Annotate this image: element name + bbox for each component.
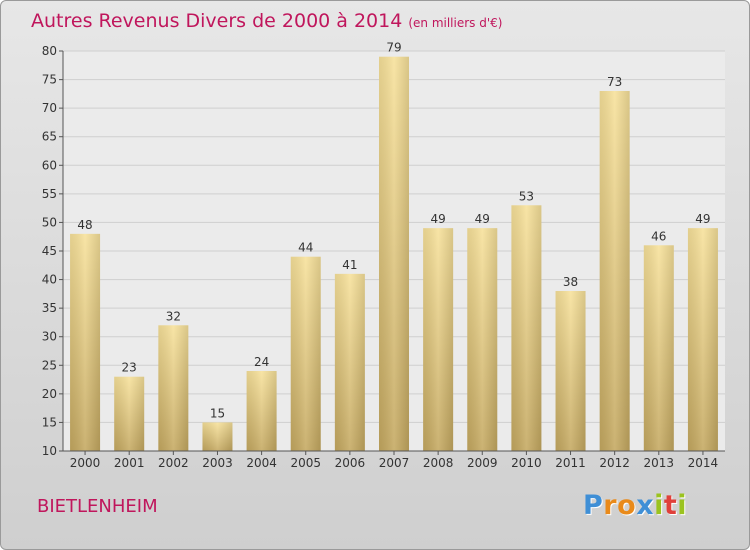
x-tick-label: 2012 — [599, 456, 630, 470]
data-label: 24 — [254, 355, 269, 369]
bar-shade — [423, 228, 454, 451]
data-label: 49 — [430, 212, 445, 226]
y-tick-label: 70 — [42, 101, 57, 115]
x-tick-label: 2002 — [158, 456, 189, 470]
chart-title-unit: (en milliers d'€) — [408, 16, 503, 30]
bar-shade — [467, 228, 498, 451]
bar-shade — [643, 245, 674, 451]
bar-shade — [379, 56, 409, 451]
proxiti-logo: Proxiti — [583, 490, 687, 521]
x-tick-label: 2009 — [467, 456, 498, 470]
y-tick-label: 80 — [42, 44, 57, 58]
y-tick-label: 50 — [42, 215, 57, 229]
data-label: 73 — [607, 75, 622, 89]
data-label: 15 — [210, 406, 225, 420]
logo-letter: P — [583, 490, 604, 521]
data-label: 38 — [563, 275, 578, 289]
bar-shade — [114, 376, 145, 451]
bar-shade — [511, 205, 542, 451]
bar-shade — [599, 91, 630, 451]
x-tick-label: 2000 — [70, 456, 101, 470]
x-tick-label: 2003 — [202, 456, 233, 470]
data-label: 41 — [342, 258, 357, 272]
x-tick-label: 2011 — [555, 456, 586, 470]
bar-shade — [687, 228, 718, 451]
logo-letter: t — [663, 490, 678, 521]
x-tick-label: 2010 — [511, 456, 542, 470]
x-tick-label: 2001 — [114, 456, 145, 470]
x-tick-label: 2014 — [688, 456, 719, 470]
logo-letter: o — [617, 490, 637, 521]
logo-letter: i — [654, 490, 664, 521]
logo-letter: r — [603, 490, 618, 521]
data-label: 49 — [695, 212, 710, 226]
bar-shade — [246, 371, 277, 451]
data-label: 44 — [298, 241, 313, 255]
data-label: 49 — [475, 212, 490, 226]
chart-title-text: Autres Revenus Divers de 2000 à 2014 — [31, 10, 403, 32]
y-tick-label: 65 — [42, 130, 57, 144]
y-tick-label: 75 — [42, 73, 57, 87]
data-label: 53 — [519, 189, 534, 203]
y-tick-label: 60 — [42, 158, 57, 172]
y-tick-label: 15 — [42, 415, 57, 429]
chart-title: Autres Revenus Divers de 2000 à 2014 (en … — [31, 10, 502, 32]
y-tick-label: 20 — [42, 387, 57, 401]
x-tick-label: 2007 — [379, 456, 410, 470]
y-tick-label: 45 — [42, 244, 57, 258]
logo-letter: i — [677, 490, 688, 521]
bar-shade — [555, 291, 586, 451]
y-tick-label: 35 — [42, 301, 57, 315]
place-name: BIETLENHEIM — [37, 496, 158, 517]
data-label: 46 — [651, 229, 666, 243]
bar-shade — [158, 325, 189, 451]
y-tick-label: 40 — [42, 273, 57, 287]
logo-letter: x — [636, 490, 655, 521]
y-tick-label: 25 — [42, 358, 57, 372]
x-tick-label: 2005 — [290, 456, 321, 470]
x-tick-label: 2006 — [335, 456, 366, 470]
x-tick-label: 2013 — [644, 456, 675, 470]
bar-shade — [70, 233, 101, 451]
bar-chart: 10 15 20 25 30 35 40 45 50 55 60 65 70 75 80 48 2000 23 20… — [42, 41, 725, 470]
y-tick-label: 30 — [42, 330, 57, 344]
x-tick-label: 2008 — [423, 456, 454, 470]
y-tick-label: 55 — [42, 187, 57, 201]
data-label: 48 — [77, 218, 92, 232]
bar-shade — [334, 273, 365, 451]
bar-shade — [202, 422, 233, 451]
data-label: 79 — [386, 41, 401, 55]
data-label: 23 — [122, 361, 137, 375]
y-tick-label: 10 — [42, 444, 57, 458]
data-label: 32 — [166, 309, 181, 323]
bar-shade — [290, 256, 321, 451]
x-tick-label: 2004 — [246, 456, 277, 470]
